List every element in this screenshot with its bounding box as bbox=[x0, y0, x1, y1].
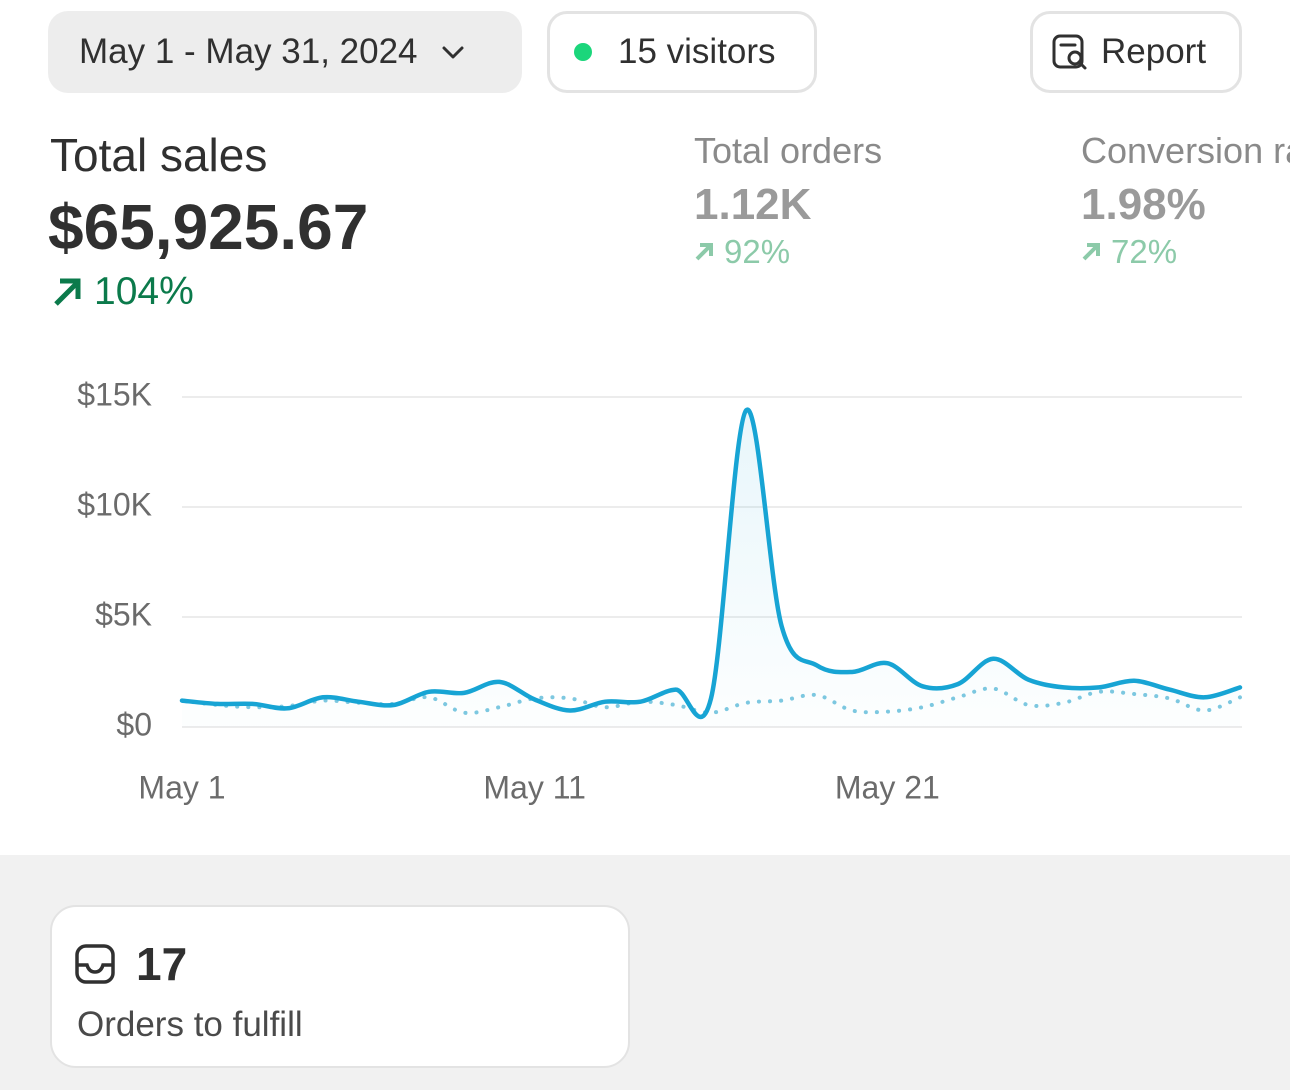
up-arrow bbox=[54, 278, 81, 306]
live-dot bbox=[574, 43, 592, 61]
x-tick-label: May 11 bbox=[483, 769, 586, 805]
sales-chart: $0 $5K $10K $15K May 1 May 11 May 21 bbox=[77, 376, 1243, 805]
up-arrow bbox=[695, 243, 713, 261]
y-tick-label: $15K bbox=[77, 376, 152, 412]
orders-count: 17 bbox=[136, 938, 188, 990]
change-value: 72% bbox=[1111, 233, 1178, 270]
sales-line bbox=[179, 407, 1243, 720]
metric-change: 92% bbox=[694, 233, 790, 271]
visitors-button[interactable]: 15 visitors bbox=[547, 11, 817, 93]
metric-label: Total orders bbox=[694, 130, 883, 171]
y-tick-label: $10K bbox=[77, 486, 152, 522]
metric-value: $65,925.67 bbox=[48, 191, 369, 263]
metric-change: 72% bbox=[1081, 233, 1177, 271]
x-tick-label: May 21 bbox=[835, 769, 940, 805]
up-arrow bbox=[1082, 243, 1100, 261]
y-tick-label: $5K bbox=[95, 596, 152, 632]
area bbox=[182, 409, 1240, 727]
metric-value: 1.98% bbox=[1081, 180, 1206, 229]
metric-value: 1.12K bbox=[694, 180, 812, 229]
y-tick-label: $0 bbox=[116, 706, 152, 742]
report-label: Report bbox=[1101, 32, 1207, 71]
change-value: 104% bbox=[94, 270, 194, 313]
report-button[interactable]: Report bbox=[1030, 11, 1242, 93]
inbox-icon bbox=[75, 944, 115, 984]
date-range: May 1 - May 31, 2024 bbox=[79, 32, 418, 71]
change-value: 92% bbox=[724, 233, 791, 270]
report-icon bbox=[1052, 34, 1087, 70]
metric-change: 104% bbox=[50, 270, 194, 314]
orders-label: Orders to fulfill bbox=[77, 1005, 303, 1044]
x-tick-label: May 1 bbox=[138, 769, 225, 805]
visitors: 15 visitors bbox=[618, 32, 776, 71]
orders-card[interactable]: 17 Orders to fulfill bbox=[50, 905, 630, 1068]
metric-label: Total sales bbox=[50, 129, 268, 181]
metric-label: Conversion rate bbox=[1081, 130, 1290, 171]
chevron-icon bbox=[442, 46, 463, 59]
date-range-button[interactable]: May 1 - May 31, 2024 bbox=[48, 11, 522, 93]
